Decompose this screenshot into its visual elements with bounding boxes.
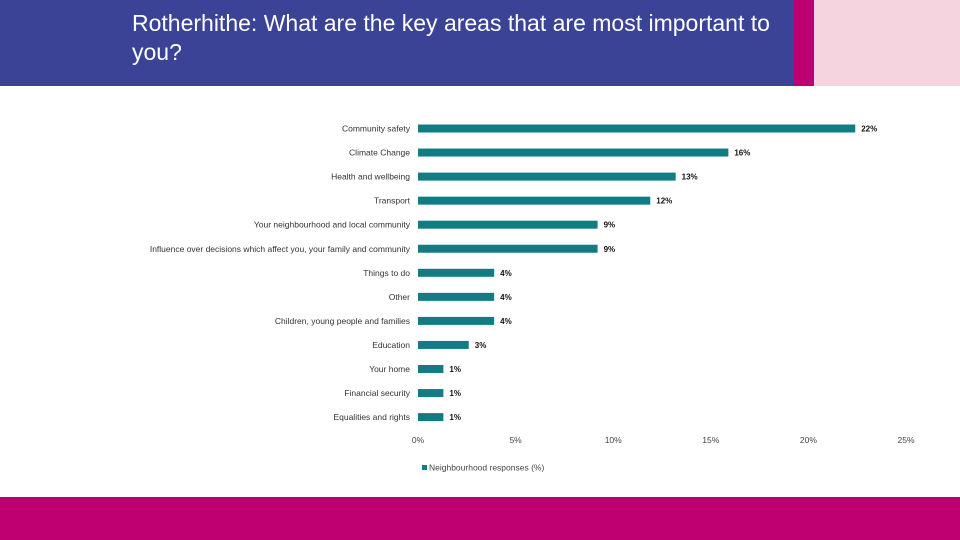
bar <box>418 220 598 229</box>
category-label: Financial security <box>344 388 410 398</box>
data-label: 3% <box>475 341 487 350</box>
bar <box>418 316 495 325</box>
data-label: 1% <box>449 365 461 374</box>
category-label: Education <box>372 340 410 350</box>
data-label: 4% <box>500 269 512 278</box>
category-labels: Community safety Climate Change Health and… <box>150 124 411 423</box>
bar <box>418 124 856 133</box>
data-label: 4% <box>500 317 512 326</box>
category-label: Things to do <box>363 268 410 278</box>
category-label: Climate Change <box>349 148 410 158</box>
bar <box>418 244 598 253</box>
x-tick-label: 15% <box>702 435 719 445</box>
category-label: Influence over decisions which affect yo… <box>150 244 411 254</box>
data-label: 4% <box>500 293 512 302</box>
data-label: 12% <box>656 197 672 206</box>
header-accent-magenta <box>794 0 814 86</box>
bar <box>418 389 444 398</box>
category-label: Equalities and rights <box>333 412 410 422</box>
x-tick-label: 10% <box>605 435 622 445</box>
category-label: Health and wellbeing <box>331 172 410 182</box>
bar <box>418 340 469 349</box>
category-label: Community safety <box>342 124 411 134</box>
legend-swatch <box>422 465 427 470</box>
bar <box>418 365 444 373</box>
bar <box>418 413 444 422</box>
x-tick-label: 25% <box>897 435 914 445</box>
legend-label: Neighbourhood responses (%) <box>429 463 544 473</box>
x-tick-label: 5% <box>509 435 522 445</box>
legend: Neighbourhood responses (%) <box>422 463 544 473</box>
x-tick-label: 20% <box>800 435 817 445</box>
x-axis-ticks: 0% 5% 10% 15% 20% 25% <box>412 435 915 445</box>
x-tick-label: 0% <box>412 435 425 445</box>
bar-chart: Community safety Climate Change Health and… <box>150 124 915 473</box>
bar <box>418 148 729 157</box>
category-label: Other <box>389 292 410 302</box>
data-label: 16% <box>734 149 750 158</box>
slide-title: Rotherhithe: What are the key areas that… <box>132 10 770 65</box>
bar <box>418 172 676 181</box>
data-label: 22% <box>861 125 877 134</box>
value-labels: 22% 16% 13% 12% 9% 9% 4% 4% 4% 3% 1% 1% 1% <box>449 125 877 423</box>
footer-band <box>0 497 960 540</box>
data-label: 1% <box>449 413 461 422</box>
data-label: 13% <box>682 173 698 182</box>
category-label: Children, young people and families <box>275 316 410 326</box>
category-label: Your home <box>369 364 410 374</box>
bar <box>418 292 495 301</box>
category-label: Your neighbourhood and local community <box>254 220 411 230</box>
data-label: 1% <box>449 389 461 398</box>
data-label: 9% <box>604 221 616 230</box>
header-band <box>0 0 794 86</box>
bar <box>418 196 651 205</box>
header-accent-pink <box>814 0 960 86</box>
bar <box>418 268 495 277</box>
category-label: Transport <box>374 196 411 206</box>
bars <box>418 124 856 422</box>
data-label: 9% <box>604 245 616 254</box>
